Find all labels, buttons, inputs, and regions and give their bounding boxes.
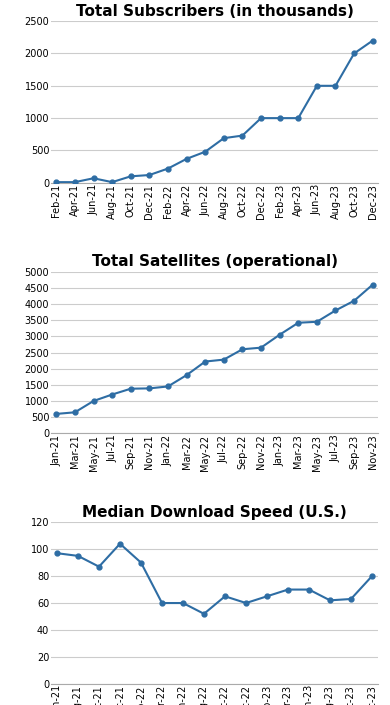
Title: Median Download Speed (U.S.): Median Download Speed (U.S.) <box>82 505 347 520</box>
Title: Total Subscribers (in thousands): Total Subscribers (in thousands) <box>76 4 353 18</box>
Title: Total Satellites (operational): Total Satellites (operational) <box>92 254 337 269</box>
